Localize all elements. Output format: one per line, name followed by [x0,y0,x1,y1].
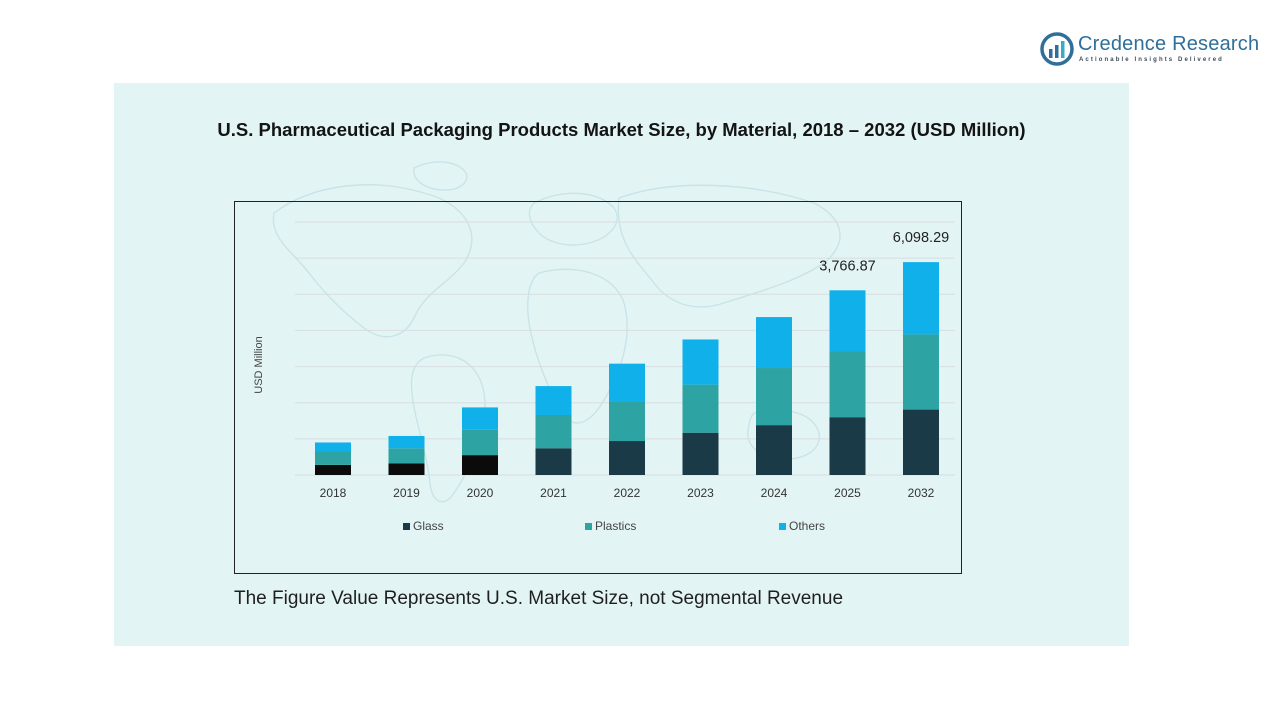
logo-mark-icon [1040,32,1074,66]
bar-glass-2032 [903,409,939,475]
bar-plastics-2023 [682,384,719,433]
x-tick-label: 2018 [320,486,347,500]
bar-glass-2019 [388,463,425,475]
legend-label-plastics: Plastics [595,519,636,533]
data-label-2032: 6,098.29 [893,230,949,246]
bar-glass-2018 [315,464,351,475]
bar-others-2021 [535,386,572,416]
chart-frame: USD Million 2018 2019 2020 2021 2022 2023 2024 2… [234,201,962,574]
bar-plastics-2019 [388,448,425,464]
chart-title: U.S. Pharmaceutical Packaging Products M… [217,119,1026,140]
logo-tagline: Actionable Insights Delivered [1079,57,1224,63]
x-tick-label: 2024 [761,486,788,500]
bar-plastics-2024 [756,368,792,426]
bar-glass-2020 [462,455,498,475]
data-label-2025: 3,766.87 [819,258,875,274]
bar-plastics-2018 [315,451,351,465]
bar-plastics-2022 [609,401,645,442]
bar-glass-2022 [609,441,645,475]
bar-others-2019 [388,435,425,449]
stacked-bar-chart: USD Million 2018 2019 2020 2021 2022 2023 2024 2… [253,221,955,533]
bar-others-2020 [462,407,498,430]
bar-plastics-2021 [535,415,572,449]
chart-panel: U.S. Pharmaceutical Packaging Products M… [114,83,1129,646]
bar-glass-2024 [756,425,792,475]
footnote: The Figure Value Represents U.S. Market … [234,588,844,609]
x-tick-label: 2023 [687,486,714,500]
legend-label-glass: Glass [413,519,444,533]
world-map-background [272,161,841,503]
legend-swatch-others [779,523,786,530]
bar-plastics-2025 [829,351,866,418]
bar-plastics-2020 [462,429,498,456]
x-tick-label: 2025 [834,486,861,500]
bar-glass-2023 [682,432,719,475]
x-tick-label: 2032 [908,486,935,500]
x-tick-label: 2020 [467,486,494,500]
bar-others-2024 [756,317,792,369]
bar-others-2023 [682,339,719,385]
bar-plastics-2032 [903,334,939,410]
bar-others-2022 [609,363,645,402]
bar-others-2018 [315,442,351,452]
x-tick-label: 2021 [540,486,567,500]
logo-name: Credence Research [1078,33,1260,55]
x-tick-label: 2022 [614,486,641,500]
bar-others-2025 [829,290,866,352]
bar-glass-2025 [829,417,866,475]
legend-label-others: Others [789,519,825,533]
bar-others-2032 [903,262,939,335]
brand-logo: Credence Research Actionable Insights De… [1040,30,1260,70]
legend-swatch-plastics [585,523,592,530]
bar-glass-2021 [535,448,572,475]
x-tick-label: 2019 [393,486,420,500]
y-axis-label: USD Million [253,336,265,393]
legend-swatch-glass [403,523,410,530]
